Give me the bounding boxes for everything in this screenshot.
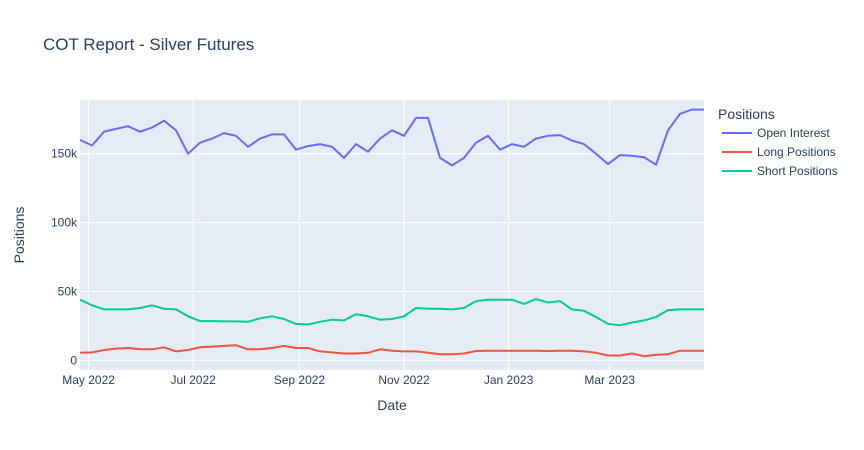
chart-title: COT Report - Silver Futures xyxy=(43,35,254,54)
legend-title: Positions xyxy=(718,106,775,122)
plot-area xyxy=(80,100,704,370)
legend-label: Short Positions xyxy=(757,164,838,178)
x-tick-label: May 2022 xyxy=(62,373,115,387)
x-tick-label: Mar 2023 xyxy=(584,373,635,387)
y-tick-label: 100k xyxy=(51,216,78,230)
x-tick-label: Jan 2023 xyxy=(484,373,534,387)
y-axis-title: Positions xyxy=(11,207,27,264)
x-axis-title: Date xyxy=(377,397,407,413)
x-axis-ticks: May 2022 Jul 2022 Sep 2022 Nov 2022 Jan 2023… xyxy=(62,373,635,387)
x-tick-label: Sep 2022 xyxy=(274,373,326,387)
y-tick-label: 50k xyxy=(58,284,78,298)
legend-item-long-positions[interactable]: Long Positions xyxy=(722,145,836,159)
series-lines xyxy=(79,108,705,358)
legend-item-open-interest[interactable]: Open Interest xyxy=(722,126,830,140)
y-tick-label: 0 xyxy=(70,353,77,367)
series-short-positions xyxy=(79,298,705,327)
series-long-positions xyxy=(79,344,705,358)
legend: Positions Open Interest Long Positions Sho… xyxy=(718,106,838,178)
legend-label: Long Positions xyxy=(757,145,836,159)
x-tick-label: Jul 2022 xyxy=(170,373,216,387)
y-axis-ticks: 0 50k 100k 150k xyxy=(51,147,78,368)
series-open-interest xyxy=(79,108,705,167)
x-tick-label: Nov 2022 xyxy=(378,373,430,387)
legend-item-short-positions[interactable]: Short Positions xyxy=(722,164,838,178)
y-tick-label: 150k xyxy=(51,147,78,161)
series-line-short-positions xyxy=(79,298,704,327)
legend-label: Open Interest xyxy=(757,126,830,140)
series-line-long-positions xyxy=(79,344,704,358)
